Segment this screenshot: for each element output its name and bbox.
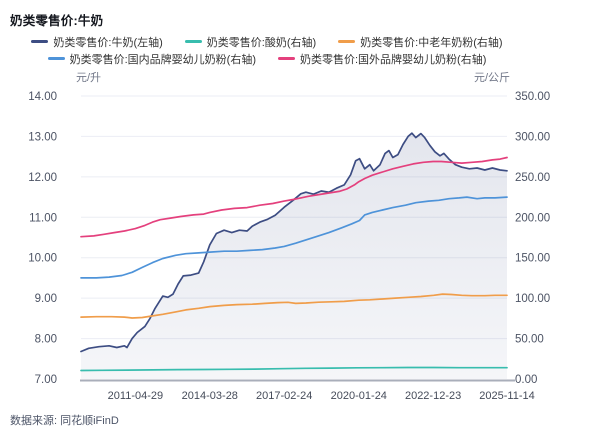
series-line-milk bbox=[80, 132, 508, 353]
legend-item-foreign-infant-formula[interactable]: 奶类零售价:国外品牌婴幼儿奶粉(右轴) bbox=[278, 51, 486, 67]
legend-label: 奶类零售价:牛奶(左轴) bbox=[53, 36, 163, 49]
x-tick-label: 2014-03-28 bbox=[182, 390, 238, 402]
y-left-tick-label: 7.00 bbox=[35, 374, 57, 386]
legend-item-domestic-infant-formula[interactable]: 奶类零售价:国内品牌婴幼儿奶粉(右轴) bbox=[47, 51, 256, 67]
y-right-tick-label: 200.00 bbox=[515, 212, 550, 224]
y-left-tick-label: 13.00 bbox=[28, 131, 57, 143]
y-right-tick-label: 150.00 bbox=[515, 253, 550, 265]
chart-title: 奶类零售价:牛奶 bbox=[10, 14, 104, 28]
series-line-elder-milk-powder bbox=[80, 293, 508, 319]
left-axis-unit: 元/升 bbox=[76, 72, 102, 84]
y-left-tick-label: 14.00 bbox=[28, 91, 57, 103]
right-axis-unit: 元/公斤 bbox=[474, 72, 511, 84]
legend-item-milk[interactable]: 奶类零售价:牛奶(左轴) bbox=[31, 34, 163, 50]
legend-label: 奶类零售价:酸奶(右轴) bbox=[206, 36, 317, 49]
y-left-tick-label: 10.00 bbox=[28, 253, 57, 265]
series-line-foreign-infant-formula bbox=[80, 156, 508, 238]
line-marker-icon bbox=[31, 40, 49, 43]
y-right-tick-label: 300.00 bbox=[515, 131, 550, 143]
legend-row-1: 奶类零售价:牛奶(左轴) 奶类零售价:酸奶(右轴) 奶类零售价:中老年奶粉(右轴… bbox=[0, 33, 534, 50]
line-marker-icon bbox=[184, 40, 202, 43]
legend-item-yogurt[interactable]: 奶类零售价:酸奶(右轴) bbox=[184, 34, 317, 50]
series-area-milk bbox=[81, 133, 507, 379]
line-marker-icon bbox=[47, 57, 65, 60]
y-right-tick-label: 0.00 bbox=[515, 374, 537, 386]
y-right-tick-label: 100.00 bbox=[515, 293, 550, 305]
legend-item-elder-milk-powder[interactable]: 奶类零售价:中老年奶粉(右轴) bbox=[338, 34, 503, 50]
legend: 奶类零售价:牛奶(左轴) 奶类零售价:酸奶(右轴) 奶类零售价:中老年奶粉(右轴… bbox=[0, 33, 534, 67]
x-tick-label: 2025-11-14 bbox=[479, 390, 534, 402]
series-line-domestic-infant-formula bbox=[80, 196, 508, 279]
line-marker-icon bbox=[278, 57, 295, 60]
legend-label: 奶类零售价:国外品牌婴幼儿奶粉(右轴) bbox=[300, 53, 487, 66]
legend-label: 奶类零售价:国内品牌婴幼儿奶粉(右轴) bbox=[69, 53, 256, 66]
y-right-tick-label: 250.00 bbox=[515, 172, 550, 184]
x-tick-label: 2017-02-24 bbox=[256, 390, 312, 402]
y-left-tick-label: 8.00 bbox=[35, 334, 57, 346]
y-right-tick-label: 50.00 bbox=[515, 334, 544, 346]
data-source: 数据来源: 同花顺iFinD bbox=[10, 415, 119, 427]
y-left-tick-label: 11.00 bbox=[29, 212, 57, 224]
y-right-tick-label: 350.00 bbox=[515, 91, 550, 103]
x-tick-label: 2011-04-29 bbox=[108, 390, 163, 402]
x-tick-label: 2020-01-24 bbox=[331, 390, 387, 402]
y-left-tick-label: 12.00 bbox=[28, 172, 57, 184]
y-left-tick-label: 9.00 bbox=[35, 293, 57, 305]
x-tick-label: 2022-12-23 bbox=[405, 390, 461, 402]
legend-label: 奶类零售价:中老年奶粉(右轴) bbox=[360, 36, 503, 49]
series-line-yogurt bbox=[80, 366, 508, 372]
line-marker-icon bbox=[338, 40, 356, 43]
legend-row-2: 奶类零售价:国内品牌婴幼儿奶粉(右轴) 奶类零售价:国外品牌婴幼儿奶粉(右轴) bbox=[0, 50, 534, 67]
